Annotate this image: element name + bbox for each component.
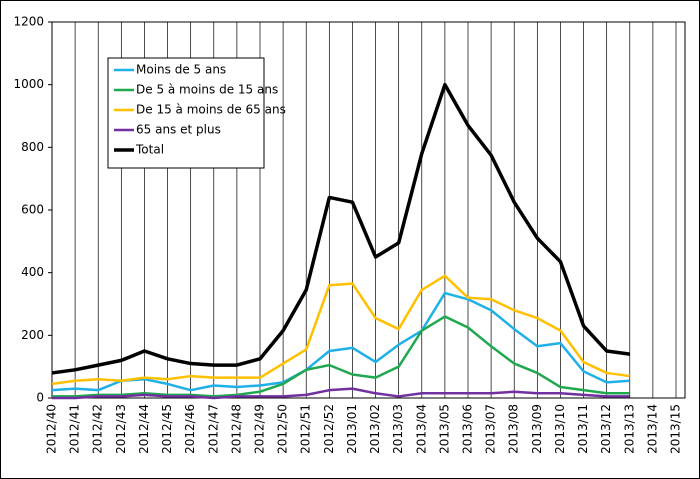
- x-tick-label: 2013/06: [461, 404, 475, 454]
- x-tick-label: 2013/15: [669, 404, 683, 454]
- legend-label: Total: [135, 143, 164, 157]
- legend-label: De 5 à moins de 15 ans: [136, 83, 278, 97]
- x-tick-label: 2012/49: [253, 404, 267, 454]
- y-tick-label: 1200: [13, 15, 44, 29]
- series-line: [51, 291, 630, 392]
- legend-label: Moins de 5 ans: [136, 63, 226, 77]
- x-tick-label: 2013/09: [530, 404, 544, 454]
- series-line: [51, 274, 630, 386]
- y-tick-label: 600: [21, 203, 44, 217]
- legend-label: De 15 à moins de 65 ans: [136, 103, 286, 117]
- x-tick-label: 2013/10: [553, 404, 567, 454]
- x-tick-label: 2013/04: [414, 404, 428, 454]
- x-tick-label: 2013/14: [645, 404, 659, 454]
- series-line: [51, 82, 631, 375]
- x-tick-label: 2012/41: [68, 404, 82, 454]
- x-tick-label: 2012/45: [160, 404, 174, 454]
- x-tick-label: 2012/52: [322, 404, 336, 454]
- x-tick-label: 2013/02: [368, 404, 382, 454]
- y-tick-label: 1000: [13, 77, 44, 91]
- x-tick-label: 2012/50: [276, 404, 290, 454]
- y-tick-label: 200: [21, 328, 44, 342]
- x-tick-label: 2013/11: [576, 404, 590, 454]
- x-tick-label: 2012/44: [137, 404, 151, 454]
- x-tick-label: 2013/08: [507, 404, 521, 454]
- x-tick-label: 2013/12: [599, 404, 613, 454]
- x-tick-label: 2012/43: [114, 404, 128, 454]
- y-tick-label: 400: [21, 265, 44, 279]
- x-tick-label: 2012/51: [299, 404, 313, 454]
- x-tick-label: 2012/40: [45, 404, 59, 454]
- series-line: [52, 387, 630, 400]
- x-tick-label: 2013/01: [345, 404, 359, 454]
- x-tick-label: 2012/48: [229, 404, 243, 454]
- x-tick-label: 2013/07: [484, 404, 498, 454]
- x-tick-label: 2013/05: [437, 404, 451, 454]
- x-tick-label: 2012/46: [183, 404, 197, 454]
- legend-label: 65 ans et plus: [136, 123, 221, 137]
- x-tick-label: 2013/03: [391, 404, 405, 454]
- x-tick-label: 2013/13: [622, 404, 636, 454]
- y-tick-label: 0: [36, 391, 44, 405]
- series-line: [52, 315, 630, 398]
- x-tick-label: 2012/42: [91, 404, 105, 454]
- x-tick-label: 2012/47: [206, 404, 220, 454]
- y-tick-label: 800: [21, 140, 44, 154]
